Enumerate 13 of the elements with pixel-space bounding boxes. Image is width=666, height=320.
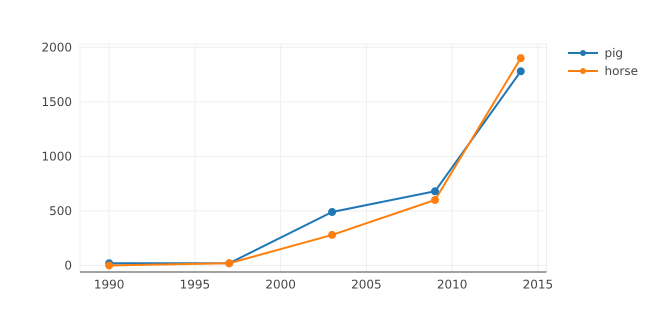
x-tick-label: 1995	[180, 278, 210, 292]
x-tick-label: 2015	[522, 278, 554, 292]
x-tick-label: 2000	[265, 278, 296, 292]
x-tick-label: 2010	[436, 278, 468, 292]
x-tick-label: 1990	[94, 278, 124, 292]
y-tick-label: 2000	[41, 40, 72, 55]
y-tick-label: 500	[49, 204, 72, 218]
y-tick-label: 1500	[41, 95, 72, 110]
y-tick-label: 0	[64, 258, 72, 273]
y-tick-label: 1000	[41, 150, 72, 164]
legend-label: pig	[604, 46, 624, 60]
x-tick-label: 2005	[351, 278, 382, 292]
legend-label: horse	[604, 64, 638, 78]
